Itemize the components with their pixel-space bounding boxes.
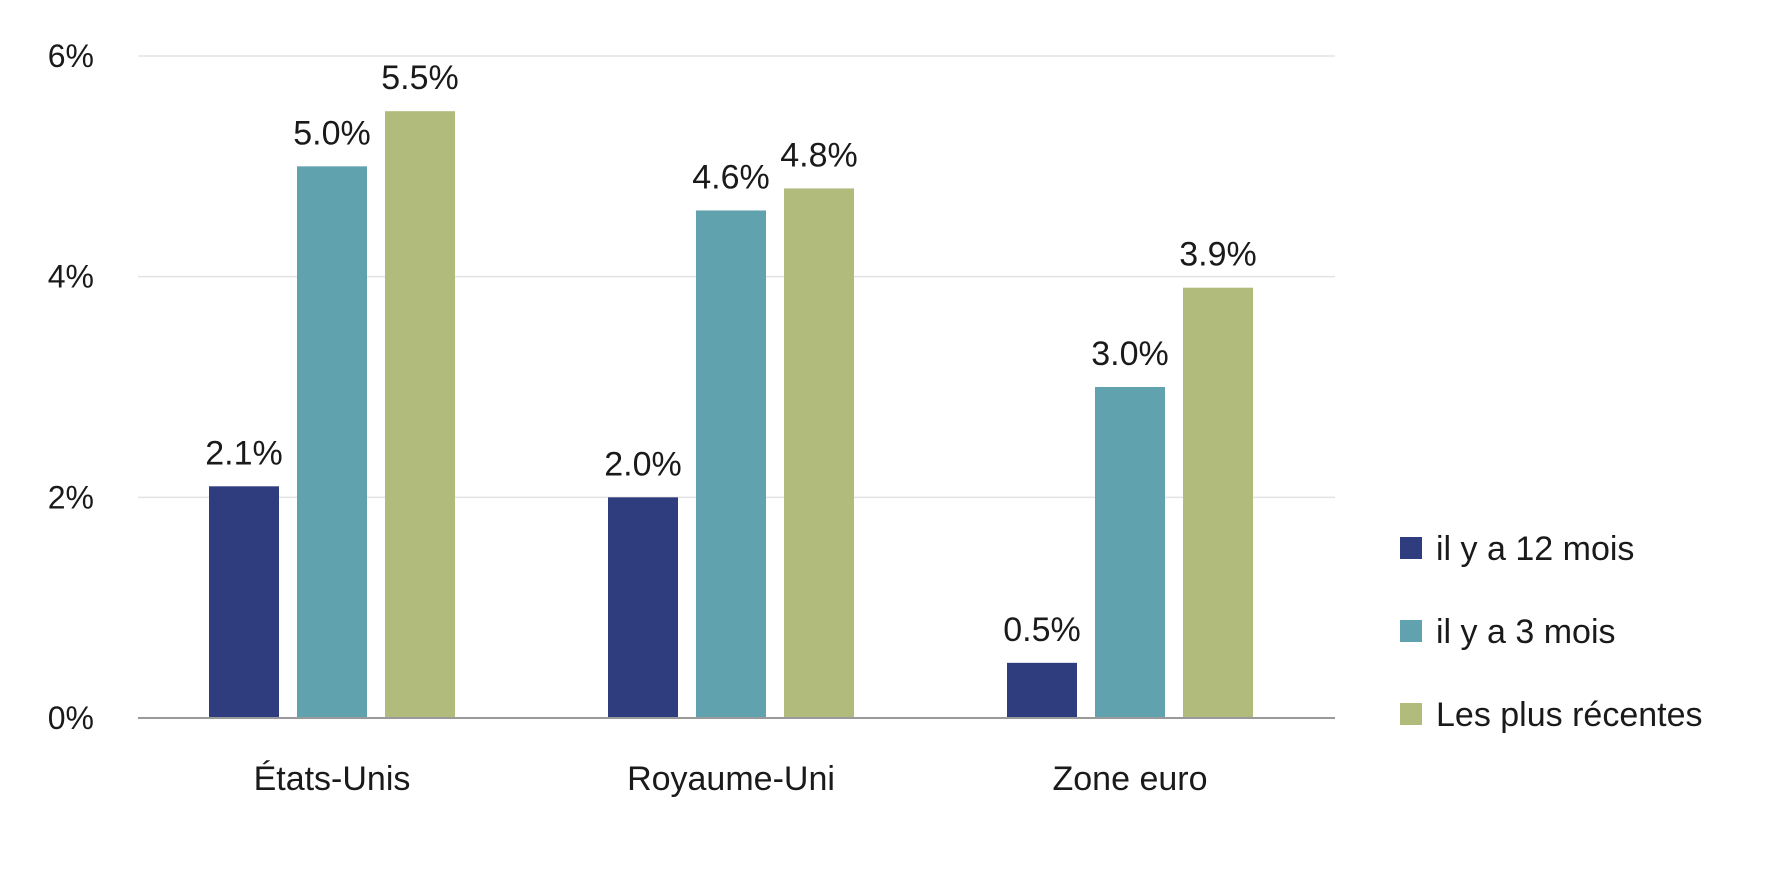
legend-swatch	[1400, 620, 1422, 642]
y-axis-ticks: 0% 2% 4% 6%	[48, 38, 94, 736]
data-label: 4.6%	[692, 158, 770, 196]
data-label: 3.0%	[1091, 335, 1169, 373]
x-tick-label: États-Unis	[254, 760, 411, 798]
data-label: 0.5%	[1003, 611, 1081, 649]
legend-label: il y a 12 mois	[1436, 530, 1634, 568]
data-label: 3.9%	[1179, 236, 1257, 274]
legend-swatch	[1400, 703, 1422, 725]
y-tick-label: 0%	[48, 700, 94, 736]
data-labels: 2.1% 5.0% 5.5% 2.0% 4.6% 4.8% 0.5% 3.0% 3.9%	[205, 59, 1257, 649]
legend-swatch	[1400, 537, 1422, 559]
data-label: 5.0%	[293, 114, 371, 152]
bar	[1095, 387, 1165, 718]
legend-item: il y a 3 mois	[1400, 613, 1616, 651]
bar	[608, 497, 678, 718]
legend-item: il y a 12 mois	[1400, 530, 1634, 568]
x-tick-label: Royaume-Uni	[627, 760, 835, 798]
legend: il y a 12 mois il y a 3 mois Les plus réce…	[1400, 530, 1703, 734]
data-label: 2.0%	[604, 445, 682, 483]
data-label: 5.5%	[381, 59, 459, 97]
y-tick-label: 2%	[48, 479, 94, 515]
bar	[385, 111, 455, 718]
legend-label: il y a 3 mois	[1436, 613, 1616, 651]
x-tick-label: Zone euro	[1053, 760, 1208, 798]
bar	[1007, 662, 1077, 718]
bars	[209, 111, 1253, 719]
y-tick-label: 4%	[48, 259, 94, 295]
bar	[784, 188, 854, 718]
bar	[209, 486, 279, 718]
y-tick-label: 6%	[48, 38, 94, 74]
x-axis-categories: États-Unis Royaume-Uni Zone euro	[254, 760, 1208, 798]
data-label: 4.8%	[780, 136, 858, 174]
legend-label: Les plus récentes	[1436, 696, 1703, 734]
bar	[1183, 287, 1253, 718]
data-label: 2.1%	[205, 434, 283, 472]
bar	[297, 166, 367, 719]
bar	[696, 210, 766, 718]
legend-item: Les plus récentes	[1400, 696, 1703, 734]
